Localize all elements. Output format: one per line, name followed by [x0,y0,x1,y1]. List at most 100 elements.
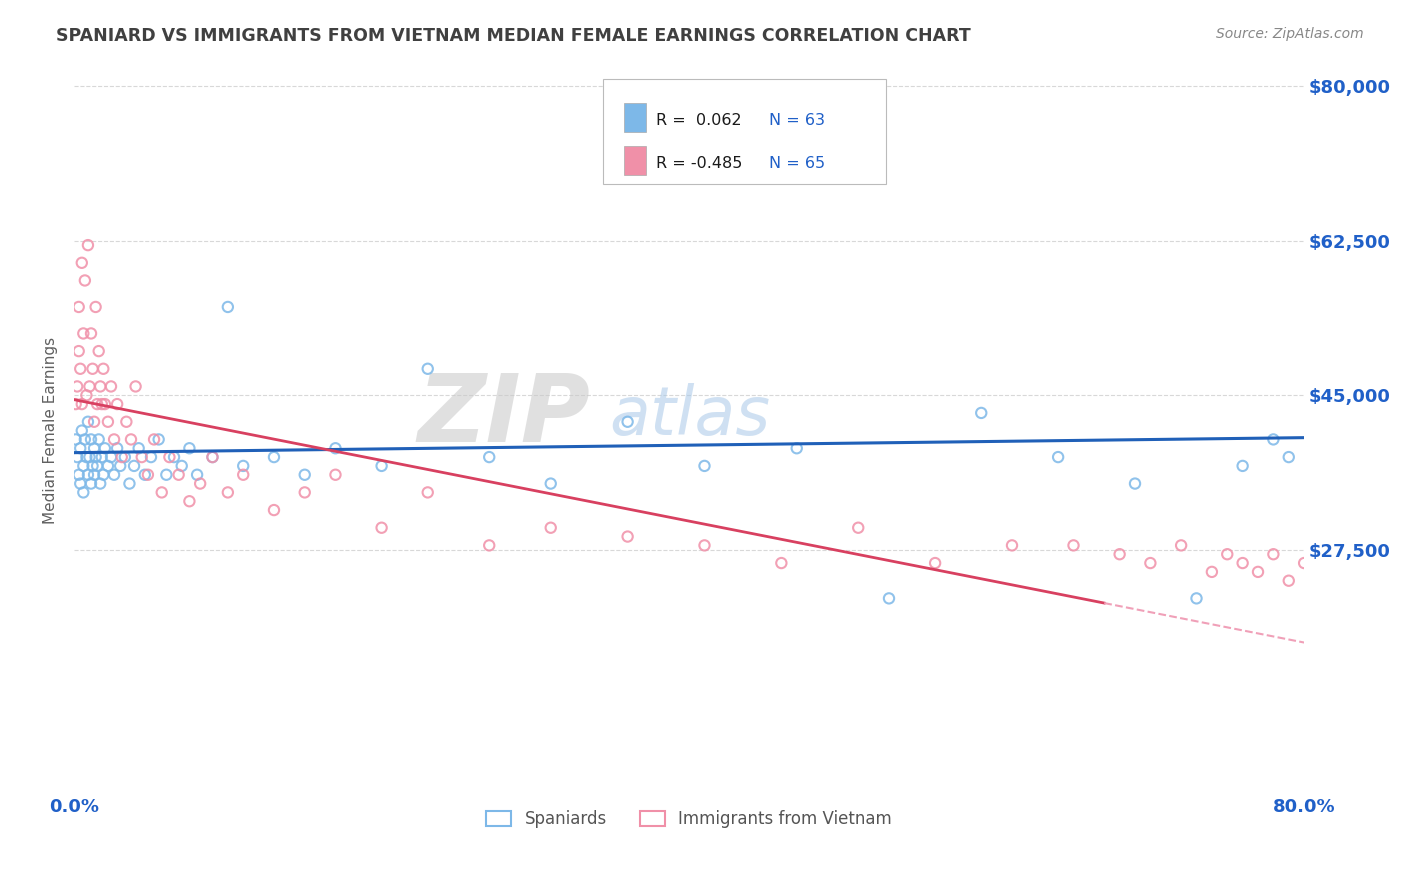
Point [77,415,100,429]
Point [79,450,101,464]
Point [111,450,134,464]
Point [416,485,439,500]
Point [65,397,87,411]
Point [232,458,254,473]
Text: N = 63: N = 63 [769,112,825,128]
Point [1263,433,1285,447]
Point [115,415,138,429]
Point [540,476,562,491]
FancyBboxPatch shape [603,79,886,185]
Point [120,433,142,447]
Point [163,450,186,464]
Text: R =  0.062: R = 0.062 [657,112,741,128]
Point [65,433,87,447]
Point [118,476,141,491]
Point [84,450,107,464]
Point [91,361,114,376]
Point [69,361,91,376]
Point [170,458,193,473]
Point [72,326,94,341]
Point [693,538,716,552]
Point [105,397,128,411]
Text: R = -0.485: R = -0.485 [657,156,742,170]
Point [72,458,94,473]
Point [100,450,122,464]
Point [186,467,208,482]
Text: ZIP: ZIP [418,370,591,462]
Point [90,450,112,464]
Point [1185,591,1208,606]
Point [1216,547,1239,561]
Point [1047,450,1070,464]
Point [150,485,173,500]
Point [86,397,108,411]
Point [79,379,101,393]
Point [86,458,108,473]
Point [188,476,211,491]
Point [616,415,638,429]
Point [136,467,159,482]
Point [770,556,793,570]
Point [217,485,239,500]
Point [416,361,439,376]
Point [139,450,162,464]
Point [1263,547,1285,561]
Point [846,521,869,535]
Point [89,379,111,393]
Point [84,300,107,314]
Point [693,458,716,473]
Point [1108,547,1130,561]
Point [1278,450,1301,464]
Point [1278,574,1301,588]
Point [478,450,501,464]
Text: Source: ZipAtlas.com: Source: ZipAtlas.com [1216,27,1364,41]
Point [94,397,117,411]
Point [103,433,125,447]
Point [94,442,117,456]
Point [75,388,97,402]
Point [83,415,105,429]
Point [786,442,808,456]
Point [143,433,166,447]
Y-axis label: Median Female Earnings: Median Female Earnings [44,337,58,524]
Point [87,344,110,359]
Point [82,458,104,473]
Point [73,273,96,287]
Point [134,467,156,482]
Point [1139,556,1161,570]
Point [325,467,347,482]
Point [67,344,90,359]
Point [70,424,93,438]
Point [67,300,90,314]
Point [179,442,201,456]
Point [370,521,392,535]
Legend: Spaniards, Immigrants from Vietnam: Spaniards, Immigrants from Vietnam [479,804,898,835]
Point [131,450,153,464]
Point [83,442,105,456]
Point [1294,556,1316,570]
Text: N = 65: N = 65 [769,156,825,170]
Point [201,450,224,464]
Point [91,467,114,482]
Point [77,467,100,482]
Point [877,591,900,606]
Point [232,467,254,482]
Point [97,458,120,473]
Point [69,442,91,456]
Point [616,530,638,544]
Point [128,442,150,456]
Point [110,458,132,473]
Point [77,238,100,252]
Point [263,450,285,464]
Point [1170,538,1192,552]
Point [1123,476,1146,491]
Point [105,442,128,456]
Point [478,538,501,552]
Point [66,450,89,464]
Point [157,450,180,464]
Point [540,521,562,535]
Point [1001,538,1024,552]
Point [90,397,112,411]
Point [114,450,136,464]
Point [103,467,125,482]
